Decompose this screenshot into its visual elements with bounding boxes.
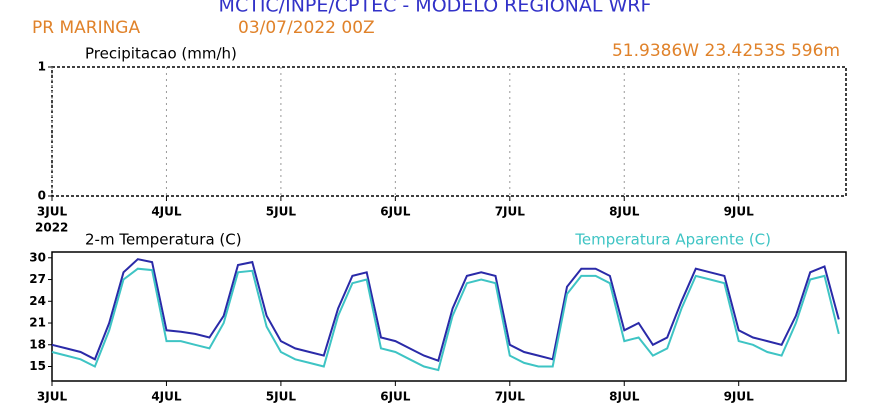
y-tick-label: 15 <box>29 359 46 373</box>
y-tick-label: 21 <box>29 316 46 330</box>
x-tick-label: 7JUL <box>495 205 526 219</box>
y-tick-label: 27 <box>29 272 46 286</box>
x-tick-label: 7JUL <box>495 390 526 403</box>
x-tick-label: 3JUL <box>37 390 68 403</box>
run-date: 03/07/2022 00Z <box>238 18 375 38</box>
series-line <box>51 267 840 372</box>
plot-frame <box>51 251 847 382</box>
x-tick-label: 4JUL <box>151 390 182 403</box>
y-tick-label: 30 <box>29 250 46 264</box>
plot-frame <box>51 66 847 197</box>
series-line <box>51 258 840 363</box>
panel-title: Precipitacao (mm/h) <box>85 45 237 63</box>
x-tick-label: 4JUL <box>151 205 182 219</box>
x-tick-label: 9JUL <box>724 390 755 403</box>
x-tick-label: 3JUL <box>37 205 68 219</box>
x-tick-label: 6JUL <box>380 390 411 403</box>
y-tick-label: 1 <box>38 60 46 74</box>
legend-entry: Temperatura Aparente (C) <box>574 231 771 249</box>
x-tick-label: 6JUL <box>380 205 411 219</box>
x-tick-label: 8JUL <box>609 390 640 403</box>
x-tick-label: 5JUL <box>266 205 297 219</box>
x-tick-label: 8JUL <box>609 205 640 219</box>
coordinates: 51.9386W 23.4253S 596m <box>612 41 840 61</box>
x-tick-label: 5JUL <box>266 390 297 403</box>
y-tick-label: 24 <box>29 294 46 308</box>
y-tick-label: 0 <box>38 189 46 203</box>
y-tick-label: 18 <box>29 337 46 351</box>
year-label: 2022 <box>35 221 68 235</box>
page-title: MCTIC/INPE/CPTEC - MODELO REGIONAL WRF <box>219 0 652 17</box>
station-name: PR MARINGA <box>32 18 140 38</box>
x-tick-label: 9JUL <box>724 205 755 219</box>
legend-entry: 2-m Temperatura (C) <box>85 231 242 249</box>
